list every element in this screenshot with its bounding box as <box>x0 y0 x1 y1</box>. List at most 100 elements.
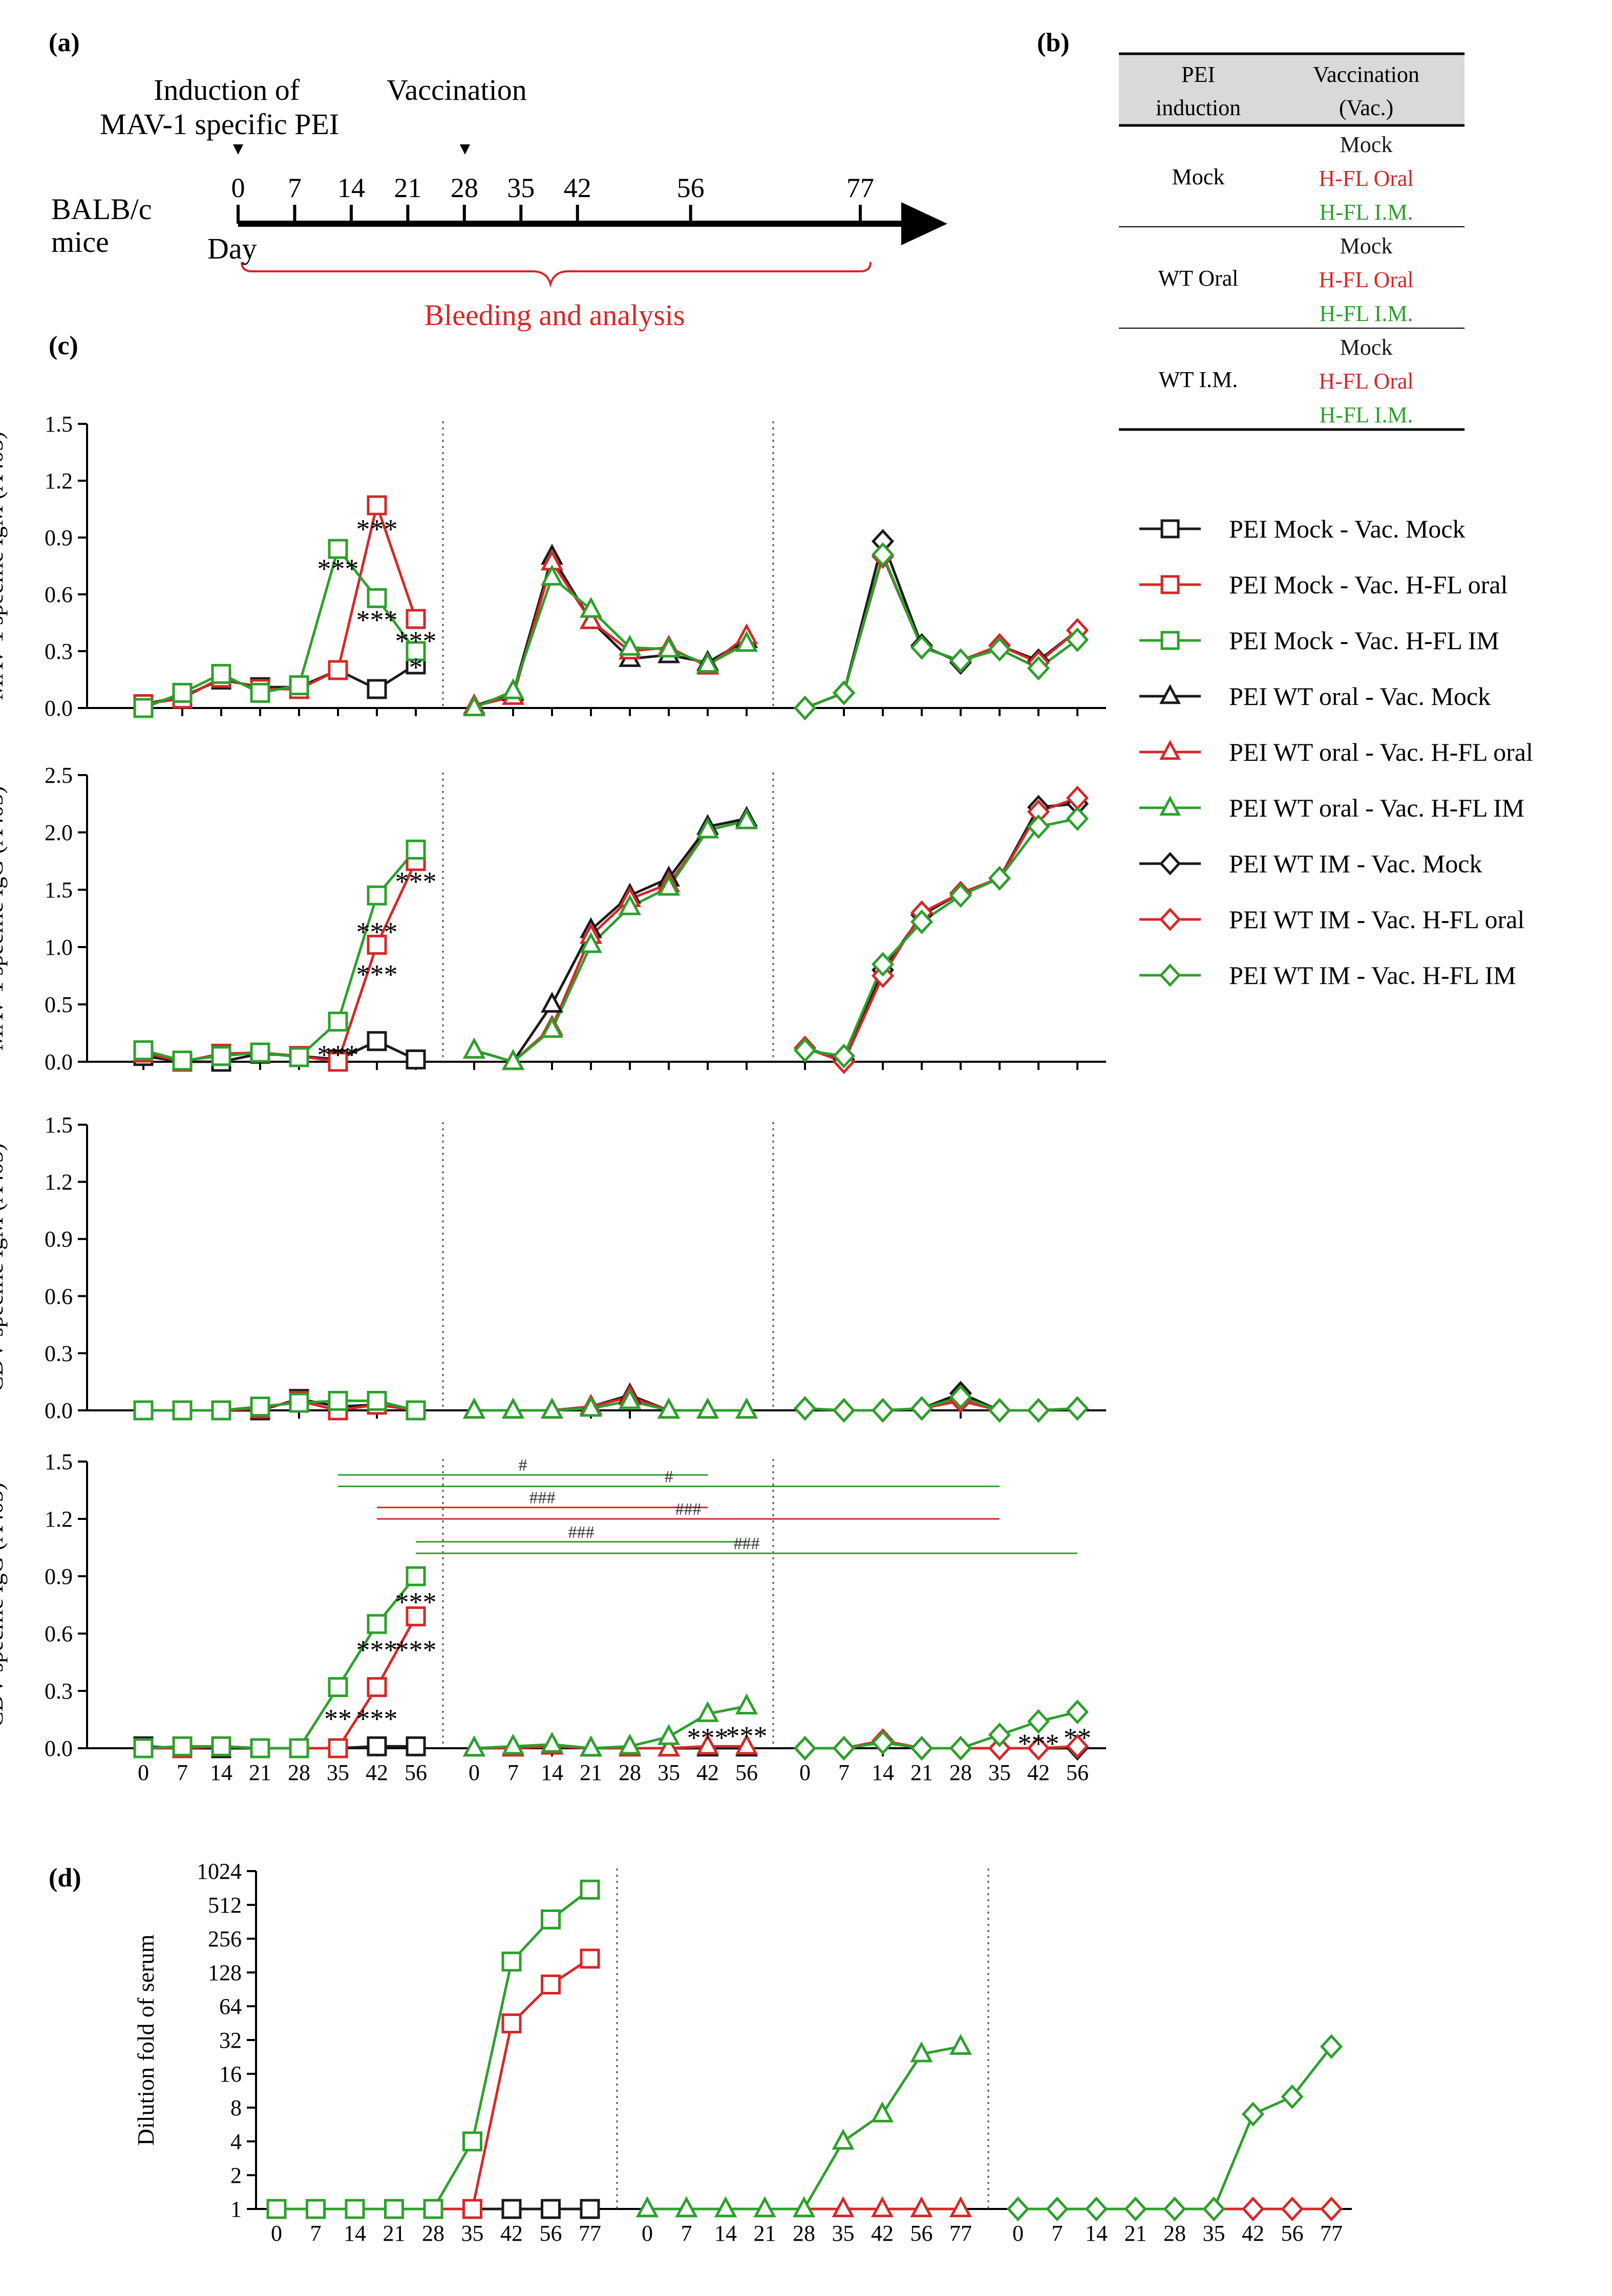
chart-c2: 0.0 0.5 1.0 1.5 2.0 2.5 MAV-1 specific IgG (A4… <box>0 763 1106 1075</box>
data-point-square <box>406 1606 426 1626</box>
data-point-square <box>172 1736 193 1756</box>
x-tick-label: 56 <box>540 2221 562 2246</box>
triangle-marker-icon <box>1159 796 1181 816</box>
data-point-diamond <box>988 1722 1011 1747</box>
data-point-diamond <box>910 909 934 934</box>
data-point-diamond <box>1027 1735 1050 1761</box>
x-tick-label: 56 <box>910 2221 933 2246</box>
data-point-square <box>289 1392 309 1413</box>
diamond-marker-icon <box>1159 908 1181 931</box>
data-point-square <box>172 1400 193 1421</box>
y-axis-label: CDV specific IgG (A405) <box>0 1483 8 1727</box>
data-point-square <box>289 1047 309 1067</box>
data-point-square <box>211 1046 231 1066</box>
data-point-square <box>406 609 426 629</box>
y-tick-label: 1.2 <box>45 1170 73 1195</box>
significance-stars: ** <box>324 1703 352 1734</box>
y-tick-label: 128 <box>208 1960 242 1985</box>
data-point-diamond <box>1046 2196 1069 2222</box>
x-tick-label: 35 <box>988 1760 1011 1785</box>
data-point-square <box>367 885 387 906</box>
data-point-diamond <box>832 1735 856 1761</box>
y-tick-label: 2 <box>230 2163 242 2188</box>
x-tick-label: 77 <box>949 2221 972 2246</box>
y-tick-label: 2.0 <box>45 820 73 845</box>
data-point-square <box>406 1736 426 1756</box>
significance-hash: ### <box>529 1489 556 1508</box>
series-line <box>804 802 1078 1061</box>
data-point-diamond <box>1281 2084 1304 2109</box>
y-tick-label: 32 <box>219 2028 242 2053</box>
y-tick-label: 1 <box>230 2197 242 2222</box>
data-point-diamond <box>1320 2034 1343 2059</box>
data-point-diamond <box>871 952 895 977</box>
data-point-square <box>367 1736 387 1756</box>
data-point-triangle <box>462 1398 486 1419</box>
data-point-triangle <box>462 1735 486 1757</box>
data-point-diamond <box>1066 1396 1089 1421</box>
data-point-square <box>462 2131 482 2152</box>
data-point-square <box>328 660 348 680</box>
timeline-day-label: 56 <box>677 173 705 203</box>
data-point-diamond <box>949 648 972 673</box>
y-tick-label: 1.5 <box>45 1449 73 1474</box>
x-tick-label: 28 <box>422 2221 444 2246</box>
data-point-triangle <box>675 2196 698 2218</box>
data-point-diamond <box>1241 2196 1265 2222</box>
y-tick-label: 1024 <box>197 1859 242 1884</box>
y-tick-label: 0.3 <box>45 1679 73 1704</box>
data-point-triangle <box>579 1735 603 1757</box>
x-tick-label: 7 <box>310 2221 322 2246</box>
timeline-day-label: 21 <box>394 173 421 203</box>
data-point-diamond <box>988 1398 1011 1423</box>
y-tick-label: 0.9 <box>45 1564 73 1589</box>
chart-c3: 0.0 0.3 0.6 0.9 1.2 1.5 CDV specific IgM (A405… <box>0 1112 1106 1423</box>
data-point-triangle <box>657 636 681 658</box>
data-point-triangle <box>910 2041 933 2063</box>
y-tick-label: 256 <box>208 1926 242 1951</box>
data-point-square <box>367 679 387 699</box>
y-axis-label: MAV-1 specific IgM (A405) <box>0 432 8 700</box>
data-point-square <box>541 1909 561 1929</box>
y-tick-label: 0.6 <box>45 1621 73 1646</box>
significance-hash: # <box>519 1456 527 1475</box>
data-point-square <box>367 1031 387 1052</box>
panel-a-label: (a) <box>49 28 80 57</box>
table-vaccination-cell: H-FL I.M. <box>1320 301 1413 326</box>
data-point-square <box>250 682 270 703</box>
induction-marker-icon <box>233 144 243 155</box>
x-tick-label: 0 <box>1012 2221 1024 2246</box>
data-point-diamond <box>1085 2196 1108 2222</box>
data-point-triangle <box>462 1037 486 1059</box>
chart-c1: 0.0 0.3 0.6 0.9 1.2 1.5 MAV-1 specific IgM (A4… <box>0 412 1106 721</box>
data-point-triangle <box>657 1398 681 1419</box>
mouse-label-2: mice <box>51 225 109 259</box>
data-point-diamond <box>1163 2196 1186 2222</box>
data-point-diamond <box>949 1384 972 1410</box>
data-point-triangle <box>735 808 758 829</box>
x-tick-label: 21 <box>383 2221 406 2246</box>
x-tick-label: 21 <box>910 1760 933 1785</box>
data-point-triangle <box>579 608 603 629</box>
data-point-triangle <box>618 1733 642 1755</box>
square-marker-icon <box>1160 575 1180 594</box>
y-tick-label: 64 <box>219 1994 242 2019</box>
data-point-square <box>328 1012 348 1032</box>
x-tick-label: 14 <box>1085 2221 1108 2246</box>
y-tick-label: 0.5 <box>45 992 73 1017</box>
x-tick-label: 21 <box>754 2221 776 2246</box>
y-tick-label: 1.2 <box>45 468 73 493</box>
data-point-square <box>501 2199 522 2219</box>
x-tick-label: 42 <box>366 1760 388 1785</box>
x-tick-label: 14 <box>714 2221 737 2246</box>
data-point-triangle <box>696 652 719 673</box>
charts: 0.0 0.3 0.6 0.9 1.2 1.5 MAV-1 specific IgM (A4… <box>0 412 1352 2246</box>
data-point-triangle <box>501 1398 525 1419</box>
data-point-triangle <box>696 1701 719 1722</box>
x-tick-label: 7 <box>177 1760 188 1785</box>
data-point-triangle <box>696 1733 719 1755</box>
table-vaccination-cell: H-FL Oral <box>1319 267 1413 292</box>
data-point-triangle <box>735 1693 758 1714</box>
x-tick-label: 14 <box>210 1760 232 1785</box>
